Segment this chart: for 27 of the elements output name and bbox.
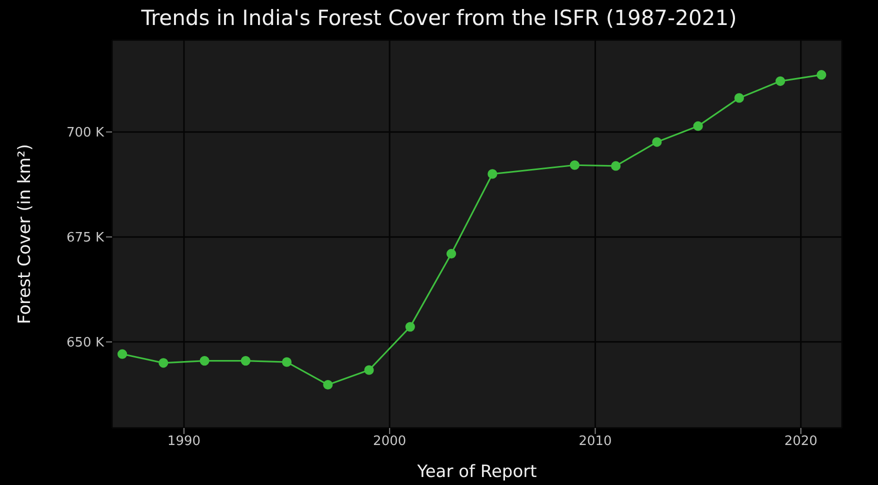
- point: [693, 121, 703, 131]
- point: [405, 322, 415, 332]
- y-tick-label: 650 K: [66, 336, 104, 351]
- y-tick-label: 675 K: [66, 230, 104, 246]
- y-axis-title: Forest Cover (in km²): [15, 144, 36, 324]
- chart-title: Trends in India's Forest Cover from the ISFR (1987-2021): [140, 6, 738, 30]
- point: [611, 161, 621, 171]
- x-tick-label: 2000: [373, 434, 406, 450]
- point: [776, 76, 786, 86]
- point: [488, 169, 498, 179]
- point: [364, 365, 374, 375]
- point: [816, 70, 826, 80]
- point: [240, 356, 250, 366]
- x-tick-label: 2010: [578, 434, 612, 450]
- y-tick-label: 700 K: [66, 126, 104, 141]
- x-tick-label: 2020: [784, 434, 818, 450]
- point: [734, 93, 744, 103]
- point: [200, 356, 210, 366]
- point: [652, 137, 662, 147]
- x-axis-title: Year of Report: [416, 462, 538, 482]
- point: [158, 358, 168, 368]
- point: [446, 248, 456, 259]
- point: [570, 160, 580, 170]
- point: [282, 357, 292, 367]
- point: [323, 380, 333, 390]
- x-tick-label: 1990: [167, 434, 201, 450]
- point: [117, 349, 128, 359]
